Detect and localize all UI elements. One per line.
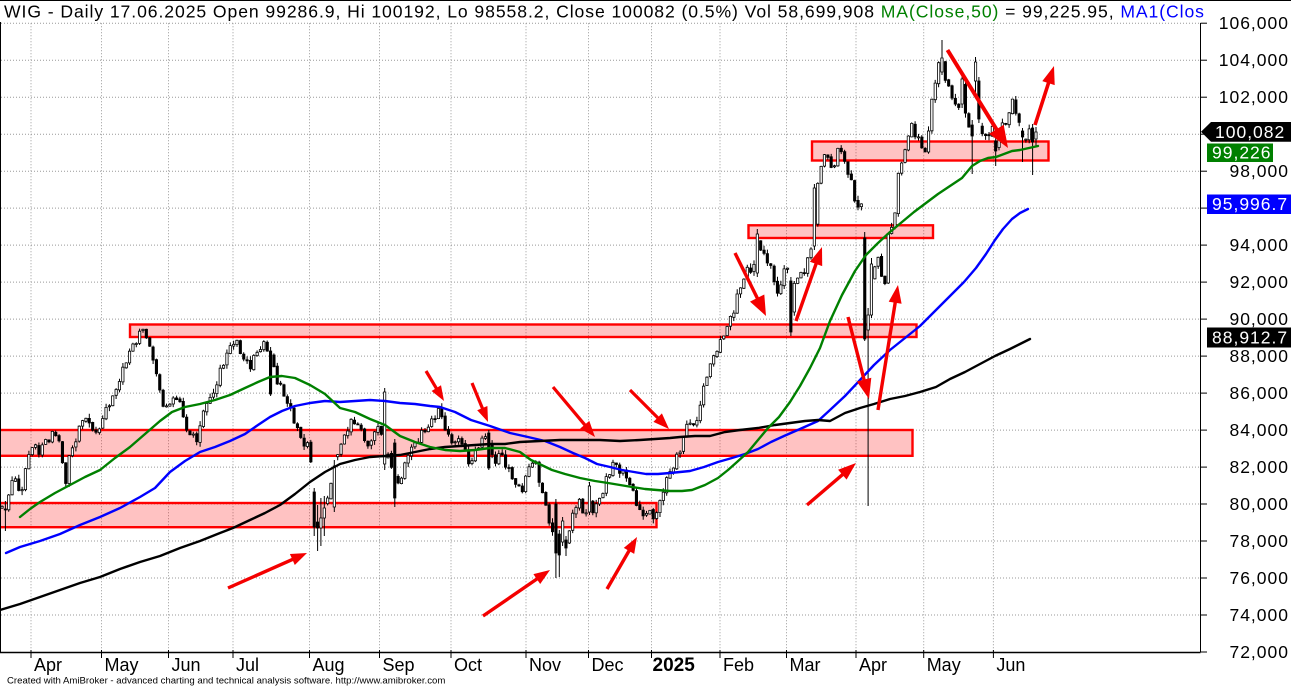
svg-text:99,226: 99,226 [1212, 143, 1272, 163]
svg-text:86,000: 86,000 [1229, 383, 1289, 403]
svg-text:WIG - Daily 17.06.2025 Open 99: WIG - Daily 17.06.2025 Open 99286.9, Hi … [4, 2, 1205, 22]
svg-text:98,000: 98,000 [1229, 161, 1289, 181]
svg-text:104,000: 104,000 [1219, 50, 1289, 70]
svg-text:Mar: Mar [790, 655, 821, 675]
svg-text:Jun: Jun [172, 655, 201, 675]
svg-text:Jul: Jul [236, 655, 259, 675]
svg-text:2025: 2025 [653, 655, 696, 676]
svg-text:95,996.7: 95,996.7 [1212, 194, 1288, 214]
svg-text:Aug: Aug [313, 655, 345, 675]
svg-text:74,000: 74,000 [1229, 605, 1289, 625]
svg-text:78,000: 78,000 [1229, 531, 1289, 551]
svg-text:May: May [927, 655, 961, 675]
svg-text:Created with AmiBroker - advan: Created with AmiBroker - advanced charti… [7, 676, 445, 687]
svg-text:80,000: 80,000 [1229, 494, 1289, 514]
svg-text:Sep: Sep [383, 655, 415, 675]
svg-text:94,000: 94,000 [1229, 235, 1289, 255]
svg-text:92,000: 92,000 [1229, 272, 1289, 292]
svg-text:82,000: 82,000 [1229, 457, 1289, 477]
svg-text:72,000: 72,000 [1229, 642, 1289, 662]
svg-text:Dec: Dec [592, 655, 624, 675]
svg-text:90,000: 90,000 [1229, 309, 1289, 329]
svg-text:Apr: Apr [859, 655, 887, 675]
svg-text:88,912.7: 88,912.7 [1212, 328, 1288, 348]
svg-text:106,000: 106,000 [1219, 13, 1289, 33]
svg-text:76,000: 76,000 [1229, 568, 1289, 588]
svg-text:Apr: Apr [34, 655, 62, 675]
svg-text:102,000: 102,000 [1219, 87, 1289, 107]
svg-text:100,082: 100,082 [1215, 122, 1285, 142]
svg-text:Nov: Nov [529, 655, 561, 675]
svg-text:88,000: 88,000 [1229, 346, 1289, 366]
svg-text:May: May [105, 655, 139, 675]
svg-text:84,000: 84,000 [1229, 420, 1289, 440]
svg-text:Feb: Feb [723, 655, 754, 675]
svg-text:Oct: Oct [454, 655, 482, 675]
svg-text:Jun: Jun [996, 655, 1025, 675]
